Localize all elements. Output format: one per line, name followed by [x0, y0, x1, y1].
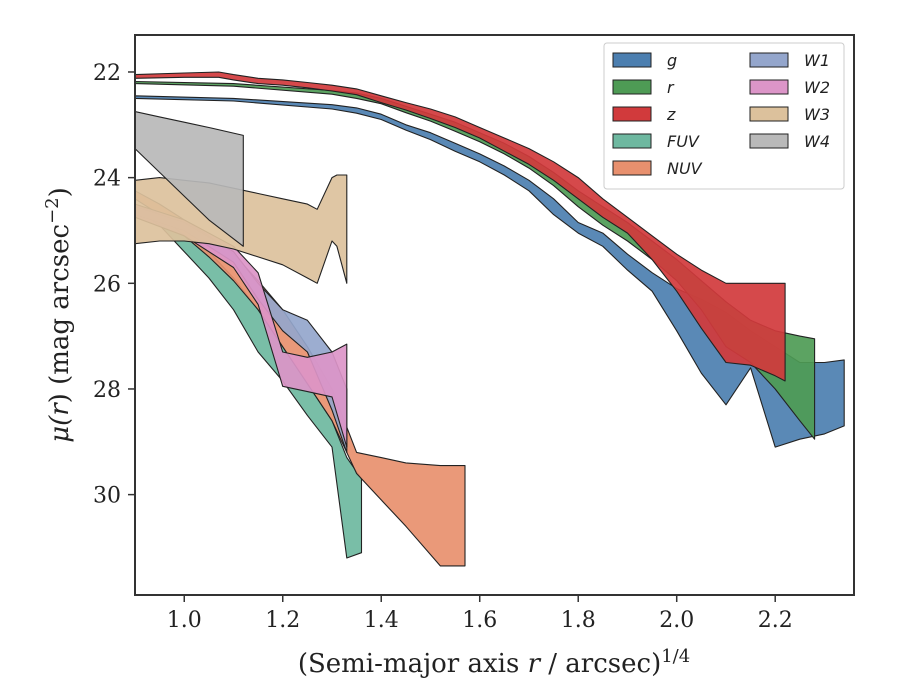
x-tick-label: 1.4: [364, 608, 399, 633]
legend-label: W4: [804, 132, 830, 151]
x-tick-label: 1.0: [167, 608, 202, 633]
x-axis-label: (Semi-major axis r / arcsec)1/4: [298, 646, 690, 680]
legend-swatch: [749, 133, 789, 149]
y-tick-label: 30: [93, 484, 121, 509]
legend-label: g: [667, 51, 677, 70]
legend-item-g: g: [612, 51, 677, 70]
x-tick-label: 1.8: [561, 608, 596, 633]
band-z: [135, 71, 786, 382]
x-tick-label: 2.0: [659, 608, 694, 633]
y-tick-label: 22: [93, 61, 121, 86]
band-w4: [135, 111, 244, 247]
legend-label: FUV: [667, 132, 700, 151]
legend-swatch: [749, 79, 789, 95]
legend-item-r: r: [612, 78, 675, 97]
x-tick-label: 1.6: [462, 608, 497, 633]
legend-swatch: [612, 106, 652, 122]
legend-label: W1: [804, 51, 830, 70]
legend-swatch: [612, 52, 652, 68]
y-axis: 22 24 26 28 30: [93, 61, 135, 509]
band-g: [135, 95, 845, 448]
x-tick-label: 1.2: [265, 608, 300, 633]
legend-label: r: [667, 78, 675, 97]
legend-swatch: [612, 79, 652, 95]
legend-item-nuv: NUV: [612, 159, 703, 178]
legend-swatch: [749, 106, 789, 122]
legend-item-fuv: FUV: [612, 132, 700, 151]
legend-item-w2: W2: [749, 78, 830, 97]
x-tick-label: 2.2: [758, 608, 793, 633]
legend-swatch: [612, 160, 652, 176]
legend-swatch: [612, 133, 652, 149]
legend-swatch: [749, 52, 789, 68]
y-tick-label: 26: [93, 272, 121, 297]
band-w2: [135, 203, 348, 448]
y-tick-label: 24: [93, 167, 121, 192]
plot-frame: [134, 34, 855, 596]
legend-item-z: z: [612, 105, 676, 124]
legend-item-w1: W1: [749, 51, 830, 70]
legend-item-w3: W3: [749, 105, 830, 124]
y-tick-label: 28: [93, 378, 121, 403]
y-axis-label: μ(r) (mag arcsec−2): [42, 187, 76, 443]
legend-item-w4: W4: [749, 132, 830, 151]
legend: grz FUV NUV W1 W2 W3 W4: [603, 42, 845, 190]
series-bands: [135, 71, 845, 567]
legend-label: NUV: [667, 159, 703, 178]
legend-label: W3: [804, 105, 830, 124]
x-axis: 1.0 1.2 1.4 1.6 1.8 2.0 2.2: [167, 595, 793, 633]
legend-label: z: [666, 105, 676, 124]
legend-label: W2: [804, 78, 830, 97]
